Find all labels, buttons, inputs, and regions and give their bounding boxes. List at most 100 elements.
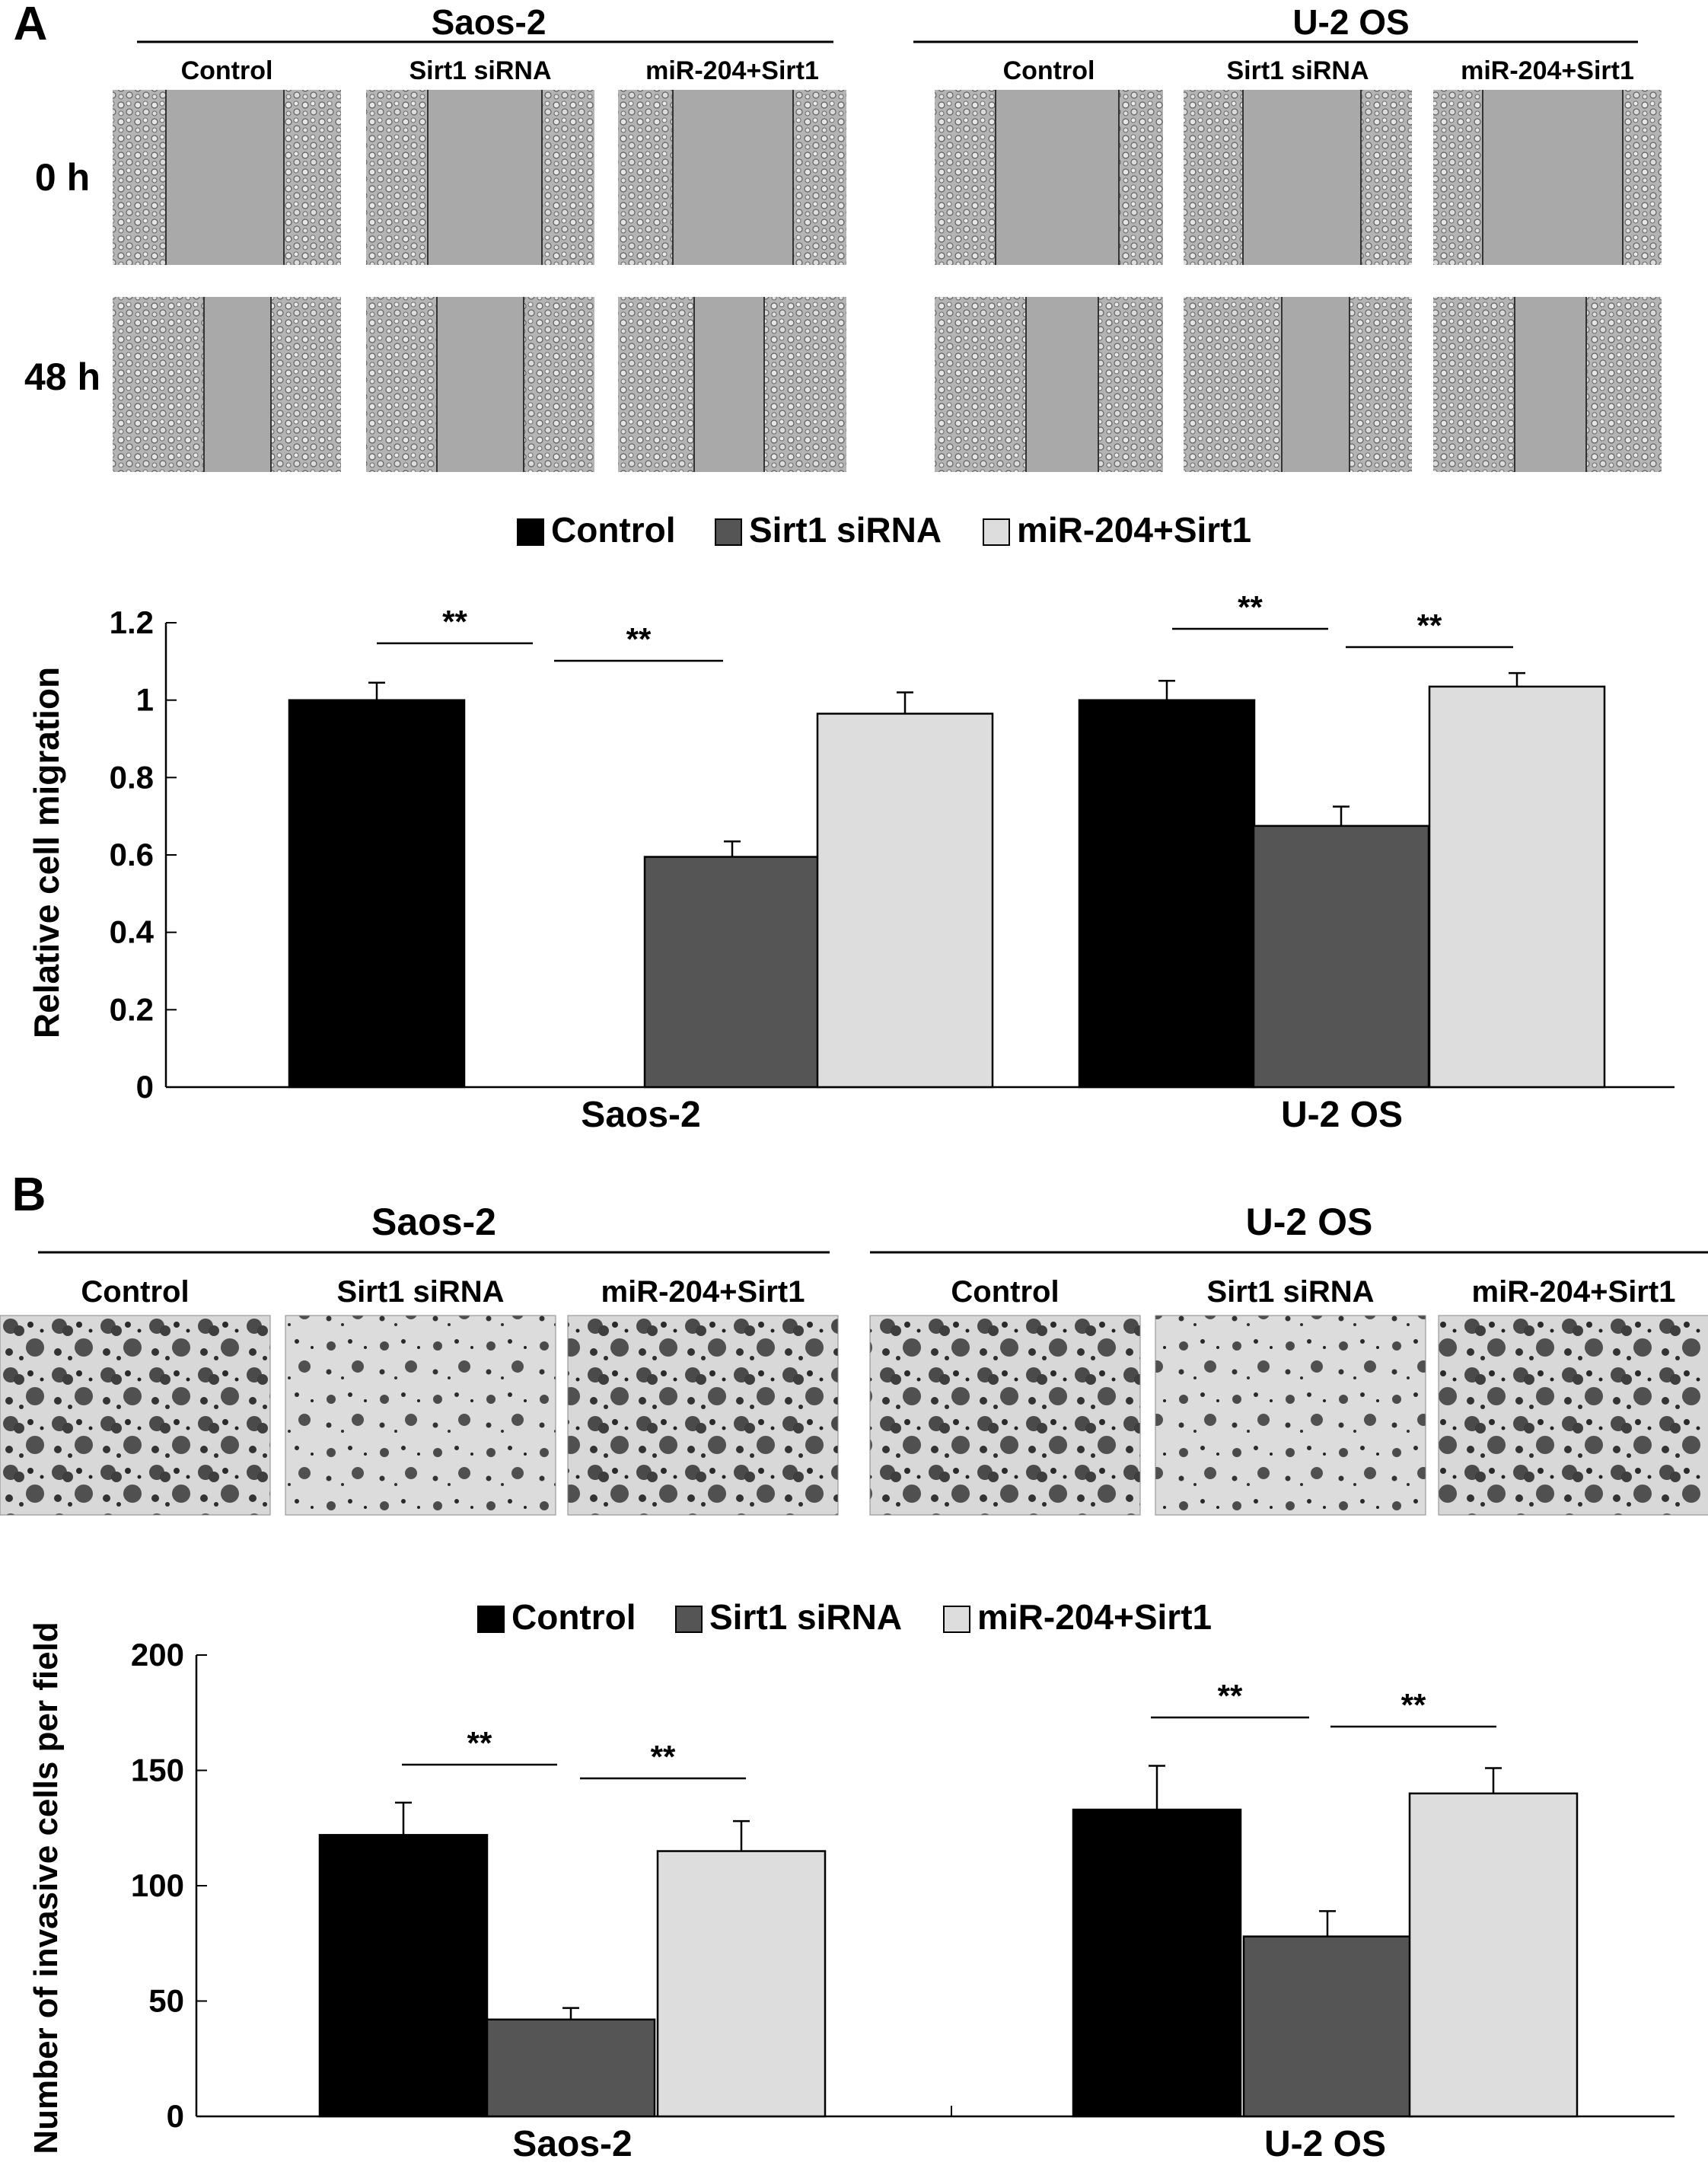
y-tick-label: 200 xyxy=(131,1637,184,1673)
bar xyxy=(1242,1935,1413,2118)
wound-healing-micrograph xyxy=(1433,297,1662,472)
transwell-invasion-micrograph xyxy=(869,1315,1141,1516)
bar xyxy=(288,699,466,1089)
wound-healing-micrograph xyxy=(1184,90,1412,265)
wound-healing-micrograph xyxy=(618,90,846,265)
transwell-invasion-micrograph xyxy=(1438,1315,1708,1516)
panel-b-letter: B xyxy=(12,1169,46,1221)
scratch-gap xyxy=(204,297,271,472)
time-label: 48 h xyxy=(24,356,100,398)
scratch-gap xyxy=(1282,297,1350,472)
invasive-cells xyxy=(0,1315,271,1516)
panel-a-letter: A xyxy=(14,0,48,50)
y-tick-label: 100 xyxy=(131,1867,184,1903)
condition-label: miR-204+Sirt1 xyxy=(645,56,819,85)
significance-marker: ** xyxy=(442,604,467,639)
scratch-gap xyxy=(1243,90,1361,265)
charts: 0 0.2 0.4 0.6 0.8 1 1.2 Saos-2 U-2 OS ** ** ** ** Rel… xyxy=(27,510,1675,2164)
y-tick-label: 1 xyxy=(136,682,154,718)
x-category-label: U-2 OS xyxy=(1281,1095,1403,1135)
x-category-label: Saos-2 xyxy=(512,2124,632,2164)
time-label: 0 h xyxy=(35,156,90,199)
bar xyxy=(1408,1792,1579,2118)
cell-line-header: U-2 OS xyxy=(1246,1201,1373,1243)
invasive-cells xyxy=(1438,1315,1708,1516)
condition-label: Sirt1 siRNA xyxy=(1226,56,1369,85)
invasive-cells xyxy=(567,1315,839,1516)
significance-marker: ** xyxy=(1238,589,1263,625)
scratch-gap xyxy=(428,90,542,265)
y-tick-label: 0.6 xyxy=(110,837,154,872)
wound-healing-micrograph xyxy=(1184,297,1412,472)
condition-label: Control xyxy=(81,1275,189,1309)
scratch-gap xyxy=(673,90,793,265)
legend-label: Sirt1 siRNA xyxy=(709,1597,902,1637)
bar-chart-1: 0 0.2 0.4 0.6 0.8 1 1.2 Saos-2 U-2 OS ** ** ** ** Rel… xyxy=(27,510,1675,1135)
legend-swatch xyxy=(477,1606,505,1633)
y-axis-label: Number of invasive cells per field xyxy=(27,1622,65,2154)
y-tick-label: 0.4 xyxy=(110,914,155,950)
transwell-invasion-micrograph xyxy=(567,1315,839,1516)
invasive-cells xyxy=(285,1315,556,1516)
cell-line-header: Saos-2 xyxy=(432,2,546,42)
x-category-label: U-2 OS xyxy=(1264,2124,1386,2164)
transwell-invasion-micrograph xyxy=(285,1315,556,1516)
legend-label: Control xyxy=(511,1597,636,1637)
legend-swatch xyxy=(715,518,742,546)
wound-healing-micrograph xyxy=(366,297,594,472)
scratch-gap xyxy=(1026,297,1098,472)
y-tick-label: 0 xyxy=(136,1069,154,1105)
y-tick-label: 0 xyxy=(167,2098,184,2134)
wound-healing-micrograph xyxy=(1433,90,1662,265)
transwell-invasion-micrograph xyxy=(1155,1315,1426,1516)
invasive-cells xyxy=(1155,1315,1426,1516)
y-tick-label: 0.8 xyxy=(110,759,154,795)
significance-marker: ** xyxy=(1401,1687,1426,1723)
condition-label: Control xyxy=(181,56,273,85)
condition-label: Sirt1 siRNA xyxy=(409,56,551,85)
wound-healing-micrograph xyxy=(113,297,341,472)
wound-healing-micrograph xyxy=(935,297,1163,472)
bar xyxy=(656,1850,827,2118)
condition-label: miR-204+Sirt1 xyxy=(601,1275,805,1309)
panel-b-micrographs xyxy=(0,1315,1708,1516)
bar xyxy=(1252,824,1430,1089)
legend-label: miR-204+Sirt1 xyxy=(1017,510,1251,550)
scratch-gap xyxy=(1515,297,1586,472)
condition-label: Control xyxy=(1003,56,1095,85)
legend-swatch xyxy=(517,518,544,546)
y-axis-label: Relative cell migration xyxy=(27,667,66,1038)
condition-label: miR-204+Sirt1 xyxy=(1461,56,1634,85)
wound-healing-micrograph xyxy=(113,90,341,265)
legend-swatch xyxy=(983,518,1010,546)
significance-marker: ** xyxy=(626,621,652,657)
significance-marker: ** xyxy=(467,1725,492,1761)
condition-label: miR-204+Sirt1 xyxy=(1472,1275,1676,1309)
y-tick-label: 150 xyxy=(131,1752,184,1788)
bar-chart-2: 0 50 100 150 200 Saos-2 U-2 OS ** ** ** ** Number o… xyxy=(27,1597,1675,2164)
bar xyxy=(1072,1808,1242,2118)
legend-label: Control xyxy=(551,510,676,550)
wound-healing-micrograph xyxy=(935,90,1163,265)
panel-a-micrographs xyxy=(113,90,1662,472)
scratch-gap xyxy=(694,297,764,472)
wound-healing-micrograph xyxy=(366,90,594,265)
legend-swatch xyxy=(943,1606,970,1633)
significance-marker: ** xyxy=(1218,1678,1243,1714)
cell-line-header: U-2 OS xyxy=(1292,2,1409,42)
significance-marker: ** xyxy=(1417,608,1442,643)
condition-label: Sirt1 siRNA xyxy=(336,1275,504,1309)
legend-label: miR-204+Sirt1 xyxy=(977,1597,1212,1637)
bar xyxy=(643,856,821,1089)
labels: A Saos-2 Control Sirt1 siRNA miR-204+Sirt1 U-… xyxy=(12,0,1708,1309)
condition-label: Sirt1 siRNA xyxy=(1206,1275,1374,1309)
x-category-label: Saos-2 xyxy=(581,1095,700,1135)
scratch-gap xyxy=(996,90,1119,265)
legend-label: Sirt1 siRNA xyxy=(749,510,942,550)
cell-line-header: Saos-2 xyxy=(371,1201,496,1243)
y-tick-label: 50 xyxy=(148,1983,184,2019)
bar xyxy=(1078,699,1256,1089)
bar xyxy=(1428,685,1606,1089)
invasive-cells xyxy=(869,1315,1141,1516)
